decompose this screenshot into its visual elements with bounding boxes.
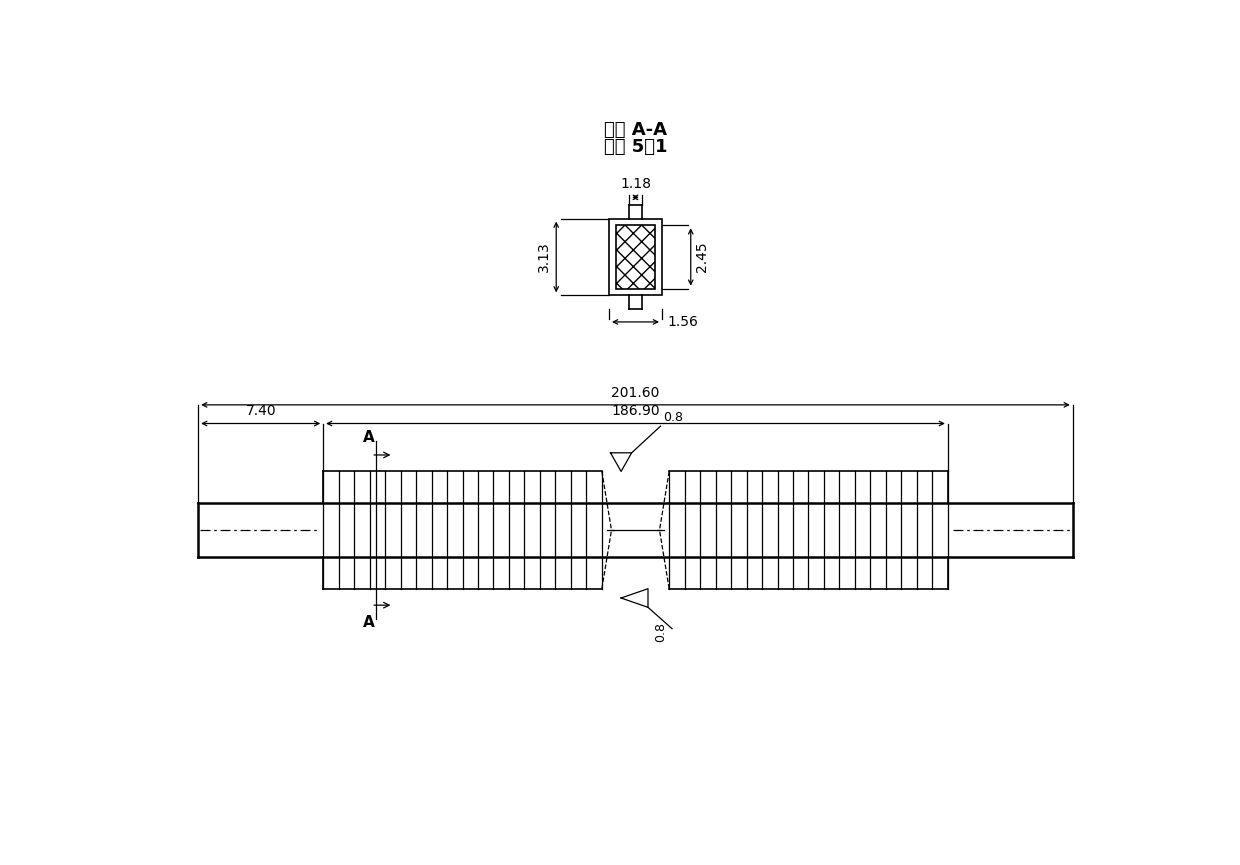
Text: 1.18: 1.18 (620, 177, 651, 191)
Bar (609, 219, 662, 295)
Text: 201.60: 201.60 (611, 386, 660, 400)
Text: 186.90: 186.90 (611, 404, 660, 418)
Text: 1.56: 1.56 (667, 315, 698, 329)
Text: 2.45: 2.45 (694, 241, 708, 272)
Text: A: A (362, 615, 374, 631)
Text: 3.13: 3.13 (537, 241, 552, 272)
Text: 比例 5：1: 比例 5：1 (604, 138, 667, 156)
Text: 7.40: 7.40 (246, 404, 277, 418)
Bar (616, 226, 655, 289)
Text: 0.8: 0.8 (663, 411, 683, 424)
Text: 0.8: 0.8 (653, 622, 667, 642)
Text: 剖面 A-A: 剖面 A-A (604, 121, 667, 139)
Text: A: A (362, 430, 374, 445)
